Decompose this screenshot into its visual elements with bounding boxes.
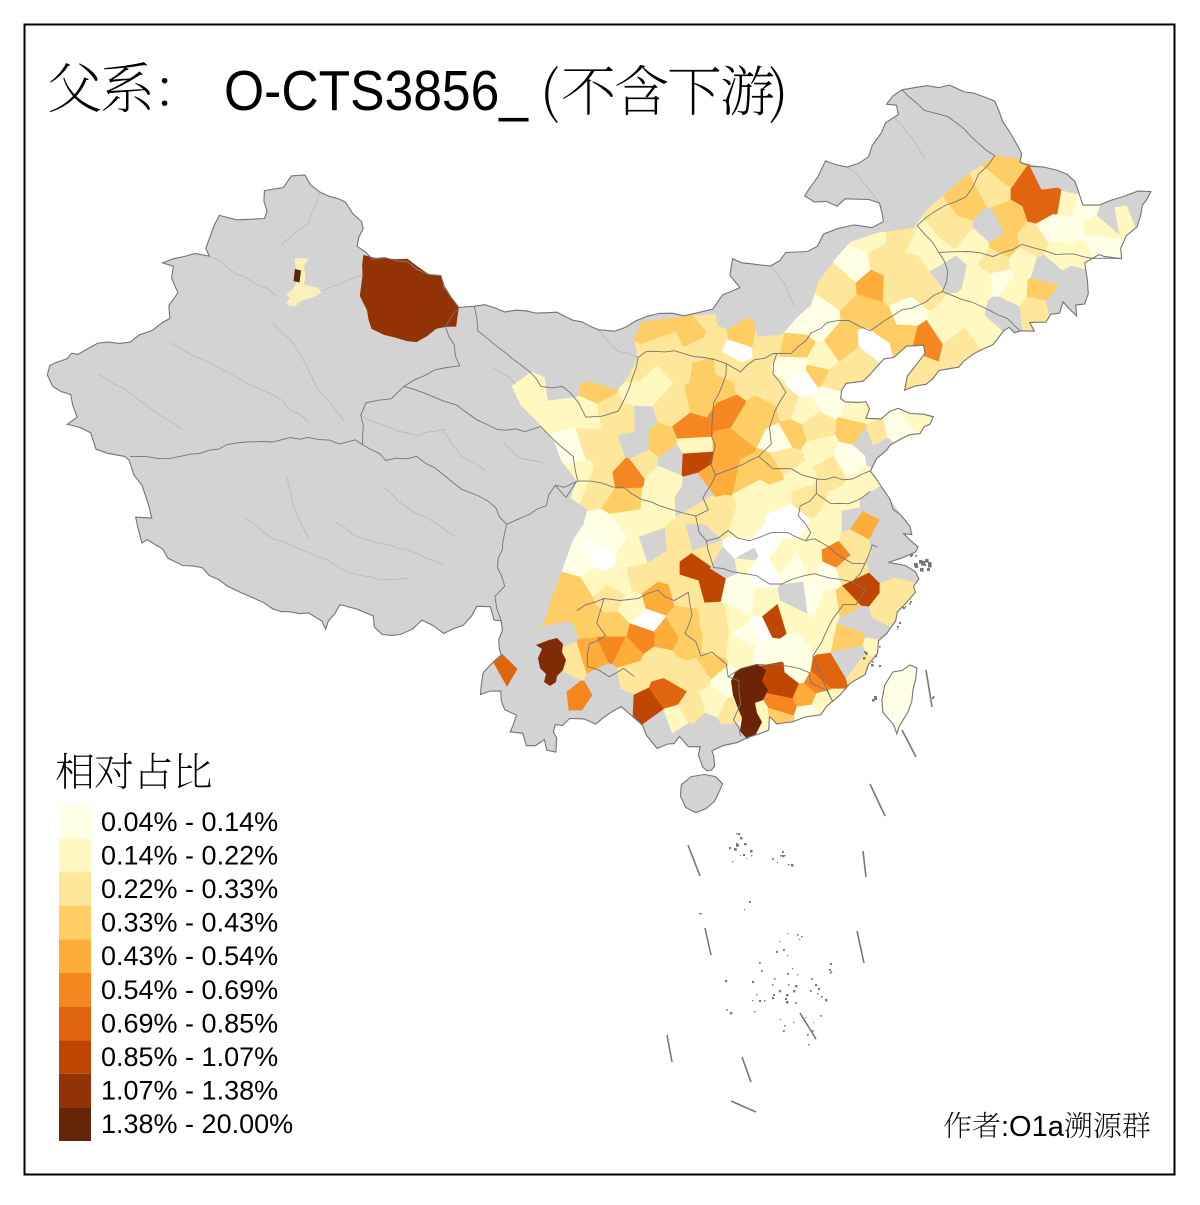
svg-text:0.43% - 0.54%: 0.43% - 0.54% xyxy=(101,941,278,971)
svg-text:0.33% - 0.43%: 0.33% - 0.43% xyxy=(101,908,278,938)
svg-text:1.38% - 20.00%: 1.38% - 20.00% xyxy=(101,1109,293,1139)
svg-text:0.69% - 0.85%: 0.69% - 0.85% xyxy=(101,1008,278,1038)
svg-text:0.04% - 0.14%: 0.04% - 0.14% xyxy=(101,807,278,837)
svg-text:1.07% - 1.38%: 1.07% - 1.38% xyxy=(101,1076,278,1106)
svg-text:0.85% - 1.07%: 0.85% - 1.07% xyxy=(101,1042,278,1072)
svg-text:0.54% - 0.69%: 0.54% - 0.69% xyxy=(101,975,278,1005)
svg-text:0.14% - 0.22%: 0.14% - 0.22% xyxy=(101,840,278,870)
svg-text:O-CTS3856_: O-CTS3856_ xyxy=(224,59,529,123)
svg-text::O1a: :O1a xyxy=(1001,1111,1065,1143)
svg-text:0.22% - 0.33%: 0.22% - 0.33% xyxy=(101,874,278,904)
